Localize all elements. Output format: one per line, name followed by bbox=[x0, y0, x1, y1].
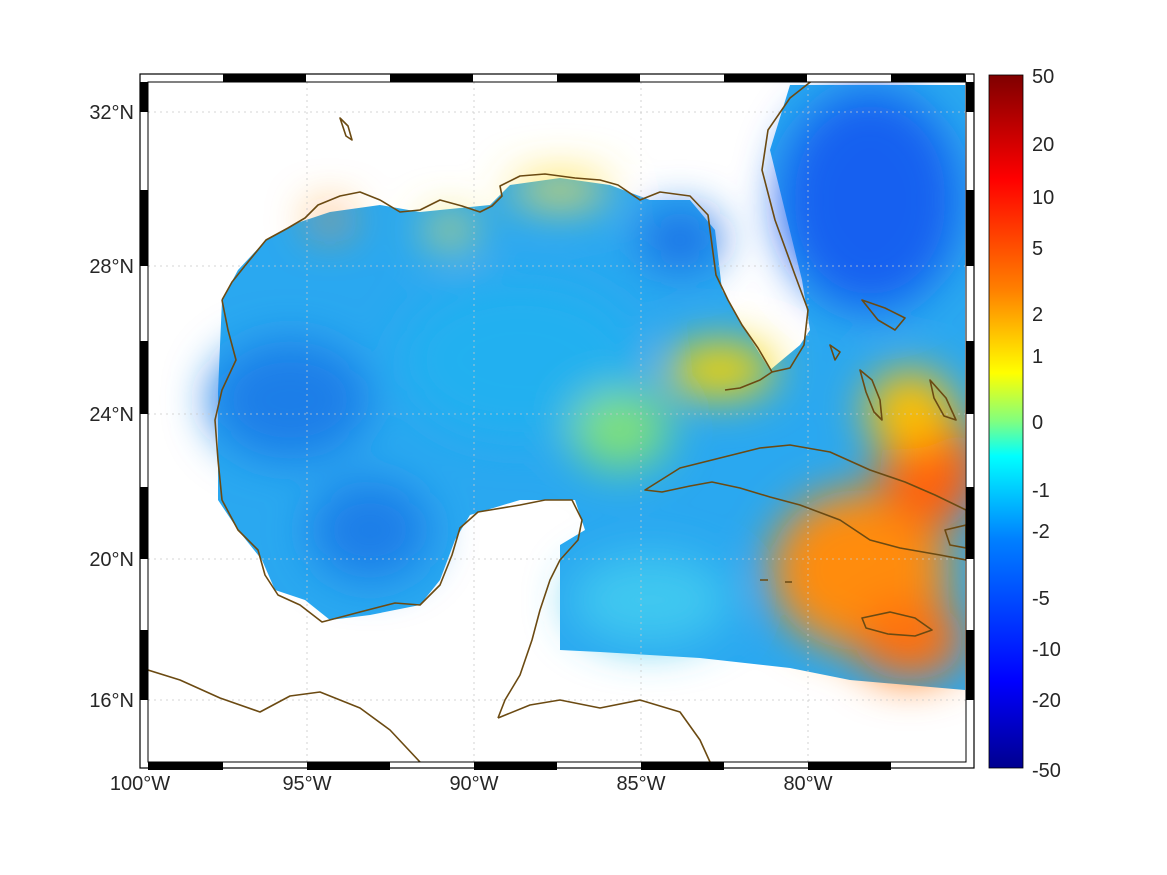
colorbar-tick-label: 10 bbox=[1032, 187, 1054, 209]
cayman-islands bbox=[760, 579, 792, 583]
andros-island bbox=[859, 369, 883, 421]
lat-tick-label: 32°N bbox=[89, 102, 134, 124]
colorbar-tick-labels: 50 20 10 5 2 1 0 -1 -2 -5 -10 -20 -50 bbox=[1032, 66, 1061, 782]
colorbar: 50 20 10 5 2 1 0 -1 -2 -5 -10 -20 -50 bbox=[988, 66, 1061, 782]
coastlines bbox=[148, 82, 966, 762]
northern-shelf-high bbox=[510, 175, 610, 205]
louisiana-shelf-high bbox=[425, 215, 475, 245]
lat-tick-label: 20°N bbox=[89, 549, 134, 571]
caribbean-west bbox=[570, 555, 730, 645]
colorbar-tick-label: -10 bbox=[1032, 639, 1061, 661]
western-gulf-low bbox=[210, 340, 370, 460]
colorbar-tick-label: -5 bbox=[1032, 588, 1050, 610]
bahamas-islands bbox=[829, 299, 957, 421]
anomaly-field bbox=[210, 85, 966, 690]
cuba-coastline bbox=[644, 444, 966, 561]
florida-straits-high bbox=[665, 342, 775, 398]
colorbar-tick-label: 2 bbox=[1032, 304, 1043, 326]
lon-tick-label: 85°W bbox=[616, 773, 665, 795]
hispaniola-coastline bbox=[944, 524, 966, 549]
colorbar-gradient bbox=[988, 74, 1024, 769]
lat-tick-label: 24°N bbox=[89, 404, 134, 426]
lat-tick-label: 16°N bbox=[89, 690, 134, 712]
bay-of-campeche-low bbox=[310, 480, 430, 580]
latitude-tick-labels: 32°N 28°N 24°N 20°N 16°N bbox=[89, 102, 134, 712]
central-america-pacific-coastline bbox=[148, 669, 421, 762]
central-gulf bbox=[400, 280, 640, 440]
colorbar-tick-label: 50 bbox=[1032, 66, 1054, 88]
texas-shelf-high bbox=[310, 208, 350, 232]
jamaica-high bbox=[855, 600, 965, 680]
small-island bbox=[339, 117, 353, 141]
atlantic-low bbox=[780, 90, 960, 310]
lon-tick-label: 95°W bbox=[282, 773, 331, 795]
jamaica-coastline bbox=[861, 611, 933, 637]
mexico-gulf-coastline bbox=[214, 299, 583, 719]
colorbar-tick-label: 5 bbox=[1032, 238, 1043, 260]
lat-tick-label: 28°N bbox=[89, 256, 134, 278]
colorbar-tick-label: -2 bbox=[1032, 521, 1050, 543]
florida-keys bbox=[724, 371, 773, 391]
colorbar-tick-label: -50 bbox=[1032, 760, 1061, 782]
lon-tick-label: 80°W bbox=[783, 773, 832, 795]
colorbar-tick-label: 20 bbox=[1032, 134, 1054, 156]
longitude-tick-labels: 100°W 95°W 90°W 85°W 80°W bbox=[110, 773, 833, 795]
loop-current-high bbox=[570, 390, 670, 470]
colorbar-tick-label: 0 bbox=[1032, 412, 1043, 434]
eastern-gulf-low bbox=[640, 210, 720, 270]
colorbar-tick-label: -20 bbox=[1032, 690, 1061, 712]
colorbar-tick-label: -1 bbox=[1032, 480, 1050, 502]
lon-tick-label: 100°W bbox=[110, 773, 170, 795]
us-gulf-coastline bbox=[221, 82, 812, 373]
honduras-coastline bbox=[497, 699, 711, 762]
map-frame bbox=[139, 73, 975, 770]
lon-tick-label: 90°W bbox=[449, 773, 498, 795]
colorbar-tick-label: 1 bbox=[1032, 346, 1043, 368]
